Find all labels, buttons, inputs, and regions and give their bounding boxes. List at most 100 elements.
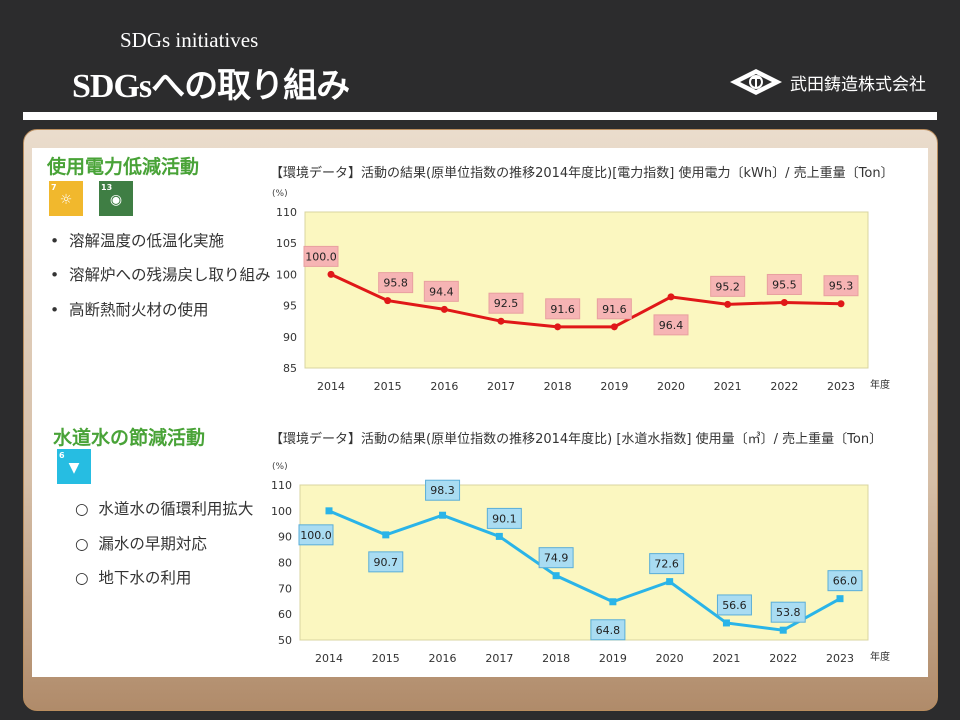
sdg13-icon: 13 ◉	[99, 181, 133, 216]
data-label: 56.6	[722, 599, 747, 612]
data-point	[610, 323, 618, 331]
data-point	[837, 300, 845, 308]
data-label: 95.5	[772, 278, 797, 291]
data-label-box	[823, 275, 859, 297]
x-tick-label: 2014	[315, 652, 343, 665]
data-label-box	[590, 619, 626, 641]
x-tick-label: 2017	[487, 380, 515, 393]
data-label-box	[649, 553, 685, 575]
x-tick-label: 2020	[656, 652, 684, 665]
x-tick-label: 2014	[317, 380, 345, 393]
x-tick-label: 2015	[374, 380, 402, 393]
data-label-box	[710, 275, 746, 297]
data-label: 92.5	[494, 297, 519, 310]
page-title: SDGsへの取り組み	[72, 68, 350, 105]
x-tick-label: 2016	[429, 652, 457, 665]
water-chart: (%) 50 60 70 80 90 100 110 2014 2015 2016 2017 2018 2…	[271, 462, 890, 665]
data-label-box	[545, 298, 581, 320]
data-label-box	[716, 594, 752, 616]
data-point	[325, 507, 333, 515]
x-tick-label: 2017	[485, 652, 513, 665]
y-tick-label: 50	[278, 634, 292, 647]
data-label-box	[425, 479, 461, 501]
sdg6-icon: 6 ▼	[57, 449, 91, 484]
x-tick-label: 2015	[372, 652, 400, 665]
list-item: • 溶解炉への残湯戻し取り組み	[50, 266, 271, 284]
chart-title-electricity: 【環境データ】活動の結果(原単位指数の推移2014年度比)[電力指数] 使用電力…	[270, 166, 894, 181]
list-item: ○ 地下水の利用	[75, 569, 192, 587]
list-item: • 高断熱耐火材の使用	[50, 301, 209, 319]
electricity-chart: (%) 85 90 95 100 105 110 2014 2015 2016 2017 2018 20…	[272, 189, 890, 393]
data-label: 66.0	[833, 575, 858, 588]
list-item: ○ 漏水の早期対応	[75, 535, 207, 553]
x-tick-label: 2019	[599, 652, 627, 665]
y-tick-label: 100	[271, 505, 292, 518]
company-mark-icon	[730, 69, 782, 95]
data-point	[722, 619, 730, 627]
x-tick-label: 2021	[714, 380, 742, 393]
x-tick-label: 2022	[770, 380, 798, 393]
data-label: 91.6	[550, 303, 575, 316]
data-label: 53.8	[776, 606, 801, 619]
data-point	[554, 323, 562, 331]
sdg7-icon: 7 ☼	[49, 181, 83, 216]
data-point	[440, 305, 448, 313]
data-label: 91.6	[602, 303, 627, 316]
data-point	[667, 293, 675, 301]
series-line	[328, 509, 841, 632]
x-tick-label: 2022	[769, 652, 797, 665]
data-label-box	[596, 298, 632, 320]
y-tick-label: 110	[276, 206, 297, 219]
data-label-box	[298, 524, 334, 546]
y-tick-label: 90	[278, 531, 292, 544]
data-label: 96.4	[659, 319, 684, 332]
divider	[23, 112, 937, 120]
x-axis-label: 年度	[870, 650, 890, 663]
series-line	[330, 273, 842, 329]
data-point	[609, 598, 617, 606]
data-label: 100.0	[305, 250, 337, 263]
data-point	[666, 578, 674, 586]
x-tick-label: 2023	[826, 652, 854, 665]
data-label-box	[486, 507, 522, 529]
x-tick-label: 2016	[430, 380, 458, 393]
y-tick-label: 70	[278, 582, 292, 595]
section-heading-electricity: 使用電力低減活動	[47, 156, 200, 178]
y-tick-label: 105	[276, 237, 297, 250]
data-label: 95.8	[383, 277, 408, 290]
data-label: 90.1	[492, 512, 517, 525]
data-label-box	[766, 273, 802, 295]
x-tick-label: 2021	[712, 652, 740, 665]
page-subtitle: SDGs initiatives	[120, 28, 259, 52]
data-label-box	[827, 570, 863, 592]
data-point	[497, 317, 505, 325]
y-tick-label: 95	[283, 300, 297, 313]
y-tick-label: 90	[283, 331, 297, 344]
data-point	[384, 297, 392, 305]
data-label-box	[378, 272, 414, 294]
y-tick-label: 60	[278, 608, 292, 621]
data-label: 100.0	[300, 529, 332, 542]
data-point	[327, 270, 335, 278]
data-point	[724, 300, 732, 308]
data-label-box	[423, 280, 459, 302]
chart-title-water: 【環境データ】活動の結果(原単位指数の推移2014年度比) [水道水指数] 使用…	[270, 432, 883, 447]
data-label: 72.6	[654, 558, 679, 571]
section-heading-water: 水道水の節減活動	[53, 427, 206, 449]
data-label-box	[653, 314, 689, 336]
data-label: 74.9	[544, 552, 569, 565]
data-point	[439, 511, 447, 519]
data-label-box	[368, 551, 404, 573]
data-point	[495, 532, 503, 540]
data-label-box	[488, 292, 524, 314]
y-tick-label: 80	[278, 557, 292, 570]
data-label-box	[303, 245, 339, 267]
list-item: ○ 水道水の循環利用拡大	[75, 500, 254, 518]
x-tick-label: 2018	[544, 380, 572, 393]
y-tick-label: 85	[283, 362, 297, 375]
x-tick-label: 2018	[542, 652, 570, 665]
company-name: 武田鋳造株式会社	[790, 74, 926, 95]
x-axis-label: 年度	[870, 378, 890, 391]
data-label-box	[538, 547, 574, 569]
data-point	[382, 531, 390, 539]
